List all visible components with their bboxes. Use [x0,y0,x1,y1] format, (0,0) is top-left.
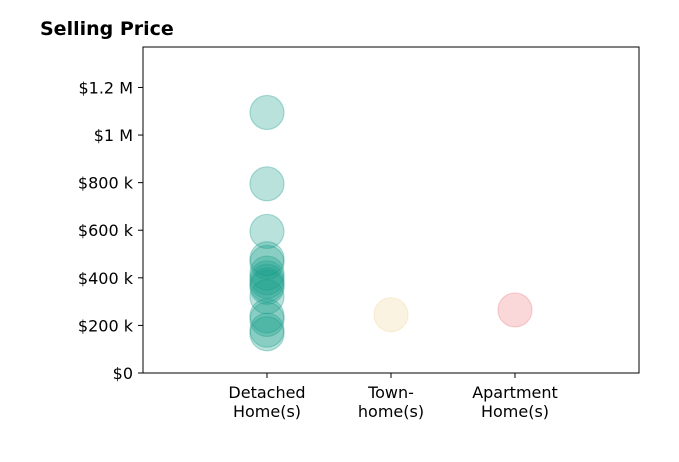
data-point [249,263,285,299]
data-point [249,241,285,277]
y-tick-label: $400 k [78,269,134,288]
y-tick-label: $1.2 M [78,78,133,97]
data-point [249,316,285,352]
data-point [249,255,285,291]
data-point [249,269,285,305]
data-point [249,260,285,296]
data-point [249,94,285,131]
data-point [373,297,409,333]
data-point [249,166,285,202]
x-tick-label: Apartment [472,383,558,402]
data-point [249,312,285,348]
data-point [249,301,285,338]
data-point [249,298,285,334]
data-point [249,279,285,315]
chart-title: Selling Price [40,18,174,40]
x-tick-label: home(s) [358,402,424,421]
data-points [249,94,533,352]
y-tick-label: $600 k [78,221,134,240]
data-point [497,292,533,328]
x-tick-label: Detached [228,383,305,402]
y-tick-label: $800 k [78,174,134,193]
y-tick-label: $1 M [94,126,133,145]
data-point [249,213,285,250]
y-tick-label: $0 [113,364,133,383]
y-tick-label: $200 k [78,316,134,335]
data-point [249,267,285,303]
data-point [249,244,285,280]
x-tick-label: Home(s) [481,402,549,421]
x-tick-label: Home(s) [233,402,301,421]
x-axis: DetachedHome(s)Town-home(s)ApartmentHome… [228,373,558,421]
x-tick-label: Town- [367,383,414,402]
y-axis: $0 $200 k $400 k $600 k $800 k $1 M $1.2 M [78,78,143,383]
